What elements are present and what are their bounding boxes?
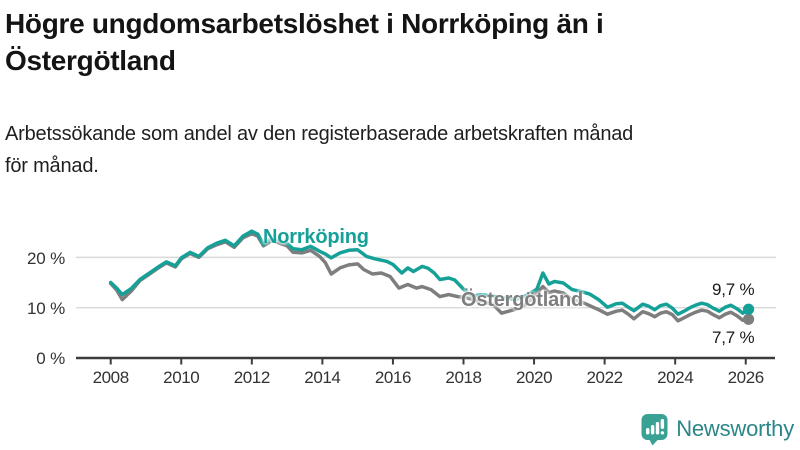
page-title-line-1: Högre ungdomsarbetslöshet i Norrköping ä… [5, 8, 604, 39]
chart-subtitle: Arbetssökande som andel av den registerb… [5, 118, 785, 182]
end-value-label-ostergotland: 7,7 % [712, 328, 755, 347]
y-axis-tick-label-10: 10 % [27, 299, 65, 318]
x-tick-label-2008: 2008 [92, 368, 130, 387]
x-tick-label-2012: 2012 [233, 368, 271, 387]
newsworthy-brand-credit[interactable]: Newsworthy [641, 411, 794, 447]
series-end-dot-norrkoping [742, 303, 755, 315]
y-axis-tick-label-20: 20 % [27, 249, 65, 268]
x-tick-label-2014: 2014 [304, 368, 341, 387]
x-tick-label-2020: 2020 [515, 368, 553, 387]
x-tick-label-2010: 2010 [163, 368, 200, 387]
chart-subtitle-line-1: Arbetssökande som andel av den registerb… [5, 123, 634, 145]
y-axis-tick-label-0: 0 % [36, 349, 65, 368]
page-title-line-2: Östergötland [5, 45, 176, 76]
x-tick-label-2016: 2016 [374, 368, 412, 387]
end-value-label-norrkoping: 9,7 % [712, 280, 755, 299]
series-end-dot-ostergotland [742, 313, 755, 325]
x-tick-label-2022: 2022 [586, 368, 624, 387]
chart-subtitle-line-2: för månad. [5, 155, 99, 177]
series-label-norrkoping: Norrköping [263, 226, 369, 248]
x-tick-label-2026: 2026 [727, 368, 765, 387]
x-tick-label-2018: 2018 [445, 368, 482, 387]
series-line-norrkoping [108, 229, 751, 316]
newsworthy-logo-icon [641, 413, 668, 445]
x-tick-label-2024: 2024 [657, 368, 694, 387]
newsworthy-wordmark: Newsworthy [676, 416, 794, 441]
series-label-ostergotland: Östergötland [461, 289, 584, 311]
page-title: Högre ungdomsarbetslöshet i Norrköping ä… [5, 5, 785, 79]
